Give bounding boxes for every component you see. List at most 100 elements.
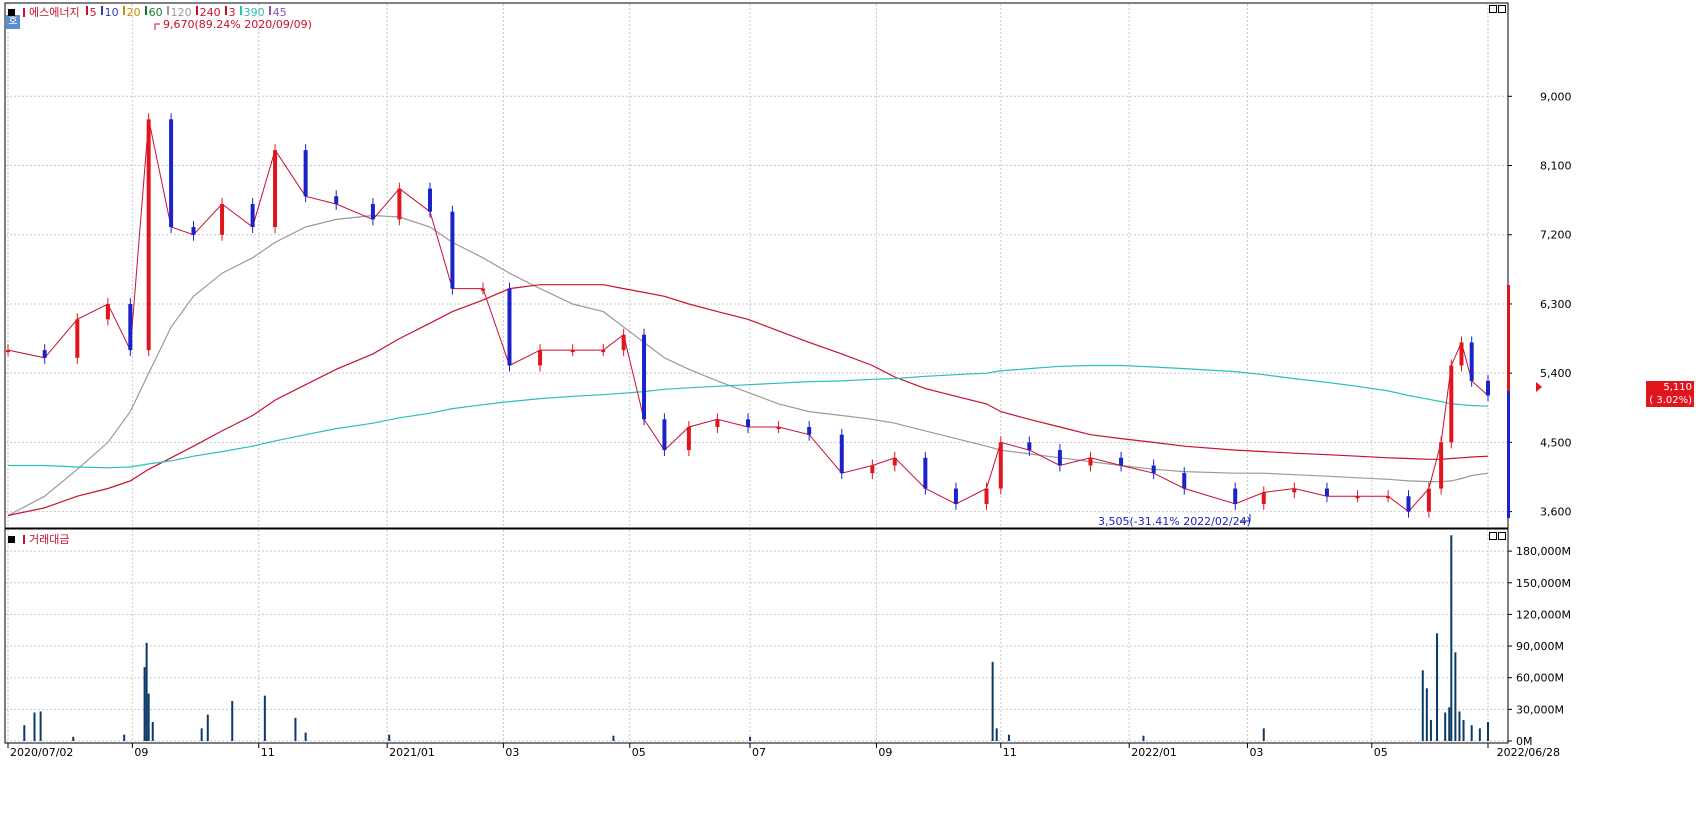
ma-legend-bar-icon (122, 5, 125, 15)
legend-stock-name[interactable]: 에스에너지 (29, 6, 80, 19)
candle-body (427, 188, 432, 212)
ma-legend-bar-icon (85, 5, 88, 15)
volume-bar (1421, 670, 1424, 741)
candle-body (984, 488, 989, 504)
candle-body (1151, 465, 1156, 474)
candle-body (662, 419, 667, 451)
price-legend: 에스에너지 5 10 20 60 120 240 3 390 45 (8, 4, 287, 20)
volume-bar (123, 734, 126, 741)
volume-bar (1462, 719, 1465, 741)
volume-bar (1425, 688, 1428, 741)
price-tick-label: 5,400 (1540, 367, 1572, 380)
current-price-change: ( 3.02%) (1646, 394, 1694, 407)
ma-legend-3[interactable]: 3 (228, 5, 236, 19)
candle-body (1486, 380, 1490, 396)
volume-legend-label[interactable]: 거래대금 (29, 533, 70, 546)
candle-body (1182, 473, 1187, 489)
volume-bar (39, 711, 42, 741)
candle-body (1324, 488, 1329, 497)
volume-maximize-button[interactable] (1498, 532, 1506, 540)
candle-body (507, 288, 512, 366)
candle-body (480, 288, 485, 291)
volume-bar (151, 722, 154, 741)
legend-bar-icon (23, 7, 25, 17)
legend-marker-icon (8, 535, 15, 543)
panel-maximize-button[interactable] (1498, 5, 1506, 13)
volume-tick-label: 90,000M (1516, 640, 1564, 653)
volume-tick-label: 30,000M (1516, 703, 1564, 716)
ma-legend-20[interactable]: 20 (126, 5, 141, 19)
ma-390-line (8, 364, 1489, 469)
volume-bar (1444, 712, 1447, 741)
volume-bar (304, 732, 307, 741)
x-tick-label: 2022/06/28 (1497, 746, 1560, 759)
ma-120-line (7, 214, 1489, 517)
candle-body (128, 303, 133, 351)
volume-bar (995, 728, 998, 741)
current-price-value: 5,110 (1646, 381, 1694, 394)
candle-body (1088, 457, 1093, 466)
volume-bar (1429, 719, 1432, 741)
volume-bar (206, 714, 209, 741)
candle-body (642, 334, 647, 420)
panel-minimize-button[interactable] (1489, 5, 1497, 13)
candle-body (397, 188, 402, 220)
ma-legend-bar-icon (224, 5, 227, 15)
ma-legend-bar-icon (100, 5, 103, 15)
volume-tick-label: 150,000M (1516, 577, 1571, 590)
x-tick-label: 07 (752, 746, 766, 759)
ma-240-line (7, 284, 1489, 517)
volume-bar (72, 736, 75, 741)
ma-legend-items: 5 10 20 60 120 240 3 390 45 (82, 5, 287, 19)
side-badge[interactable]: 호 (6, 15, 20, 29)
candle-body (923, 457, 928, 489)
candle-body (953, 488, 958, 504)
low-annotation: 3,505(-31.41% 2022/02/24) (1098, 515, 1251, 528)
candle-body (1439, 442, 1444, 489)
volume-bar (1478, 728, 1481, 741)
candle-body (146, 119, 151, 351)
ma-legend-45[interactable]: 45 (272, 5, 287, 19)
candle-body (1355, 496, 1360, 499)
candle-body (998, 442, 1003, 489)
x-tick-label: 03 (505, 746, 519, 759)
candle-body (776, 427, 781, 430)
price-tick-label: 3,600 (1540, 506, 1572, 519)
volume-bar (294, 717, 297, 741)
candle-body (715, 419, 720, 428)
candle-body (370, 203, 375, 220)
volume-bar (145, 642, 148, 741)
candle-body (807, 427, 812, 435)
volume-tick-label: 120,000M (1516, 608, 1571, 621)
candle-body (570, 350, 575, 353)
ma-legend-240[interactable]: 240 (199, 5, 221, 19)
candle-body (601, 350, 606, 353)
ma-legend-10[interactable]: 10 (104, 5, 119, 19)
ma-5-line (7, 119, 1489, 513)
candle-body (1449, 365, 1454, 443)
ma-legend-60[interactable]: 60 (148, 5, 163, 19)
ma-legend-5[interactable]: 5 (89, 5, 97, 19)
volume-minimize-button[interactable] (1489, 532, 1497, 540)
ma-legend-120[interactable]: 120 (170, 5, 192, 19)
volume-bar (1458, 711, 1461, 741)
volume-bar (1487, 722, 1489, 741)
candle-body (303, 150, 308, 197)
candle-body (1057, 450, 1062, 466)
ma-legend-390[interactable]: 390 (243, 5, 265, 19)
ma-legend-bar-icon (195, 5, 198, 15)
ma-legend-bar-icon (268, 5, 271, 15)
candle-body (1386, 496, 1391, 499)
x-tick-label: 05 (1374, 746, 1388, 759)
x-tick-label: 2020/07/02 (10, 746, 73, 759)
candle-body (1459, 342, 1464, 366)
candle-body (621, 334, 626, 351)
volume-bar (33, 712, 36, 741)
x-tick-label: 09 (134, 746, 148, 759)
volume-bar (263, 695, 266, 741)
volume-bar (1262, 728, 1265, 741)
x-tick-label: 05 (632, 746, 646, 759)
candle-body (450, 211, 455, 289)
